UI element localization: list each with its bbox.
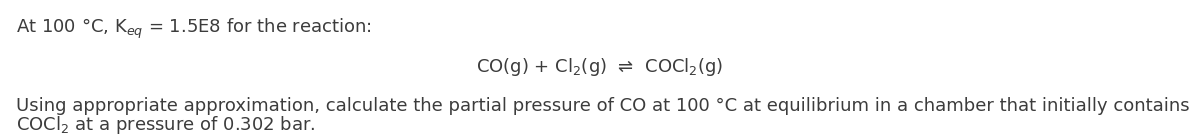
Text: At 100 °C, K$_{eq}$ = 1.5E8 for the reaction:: At 100 °C, K$_{eq}$ = 1.5E8 for the reac… <box>16 17 371 41</box>
Text: CO(g) + Cl$_2$(g)  ⇌  COCl$_2$(g): CO(g) + Cl$_2$(g) ⇌ COCl$_2$(g) <box>476 56 724 78</box>
Text: Using appropriate approximation, calculate the partial pressure of CO at 100 °C : Using appropriate approximation, calcula… <box>16 97 1189 115</box>
Text: COCl$_2$ at a pressure of 0.302 bar.: COCl$_2$ at a pressure of 0.302 bar. <box>16 114 316 136</box>
